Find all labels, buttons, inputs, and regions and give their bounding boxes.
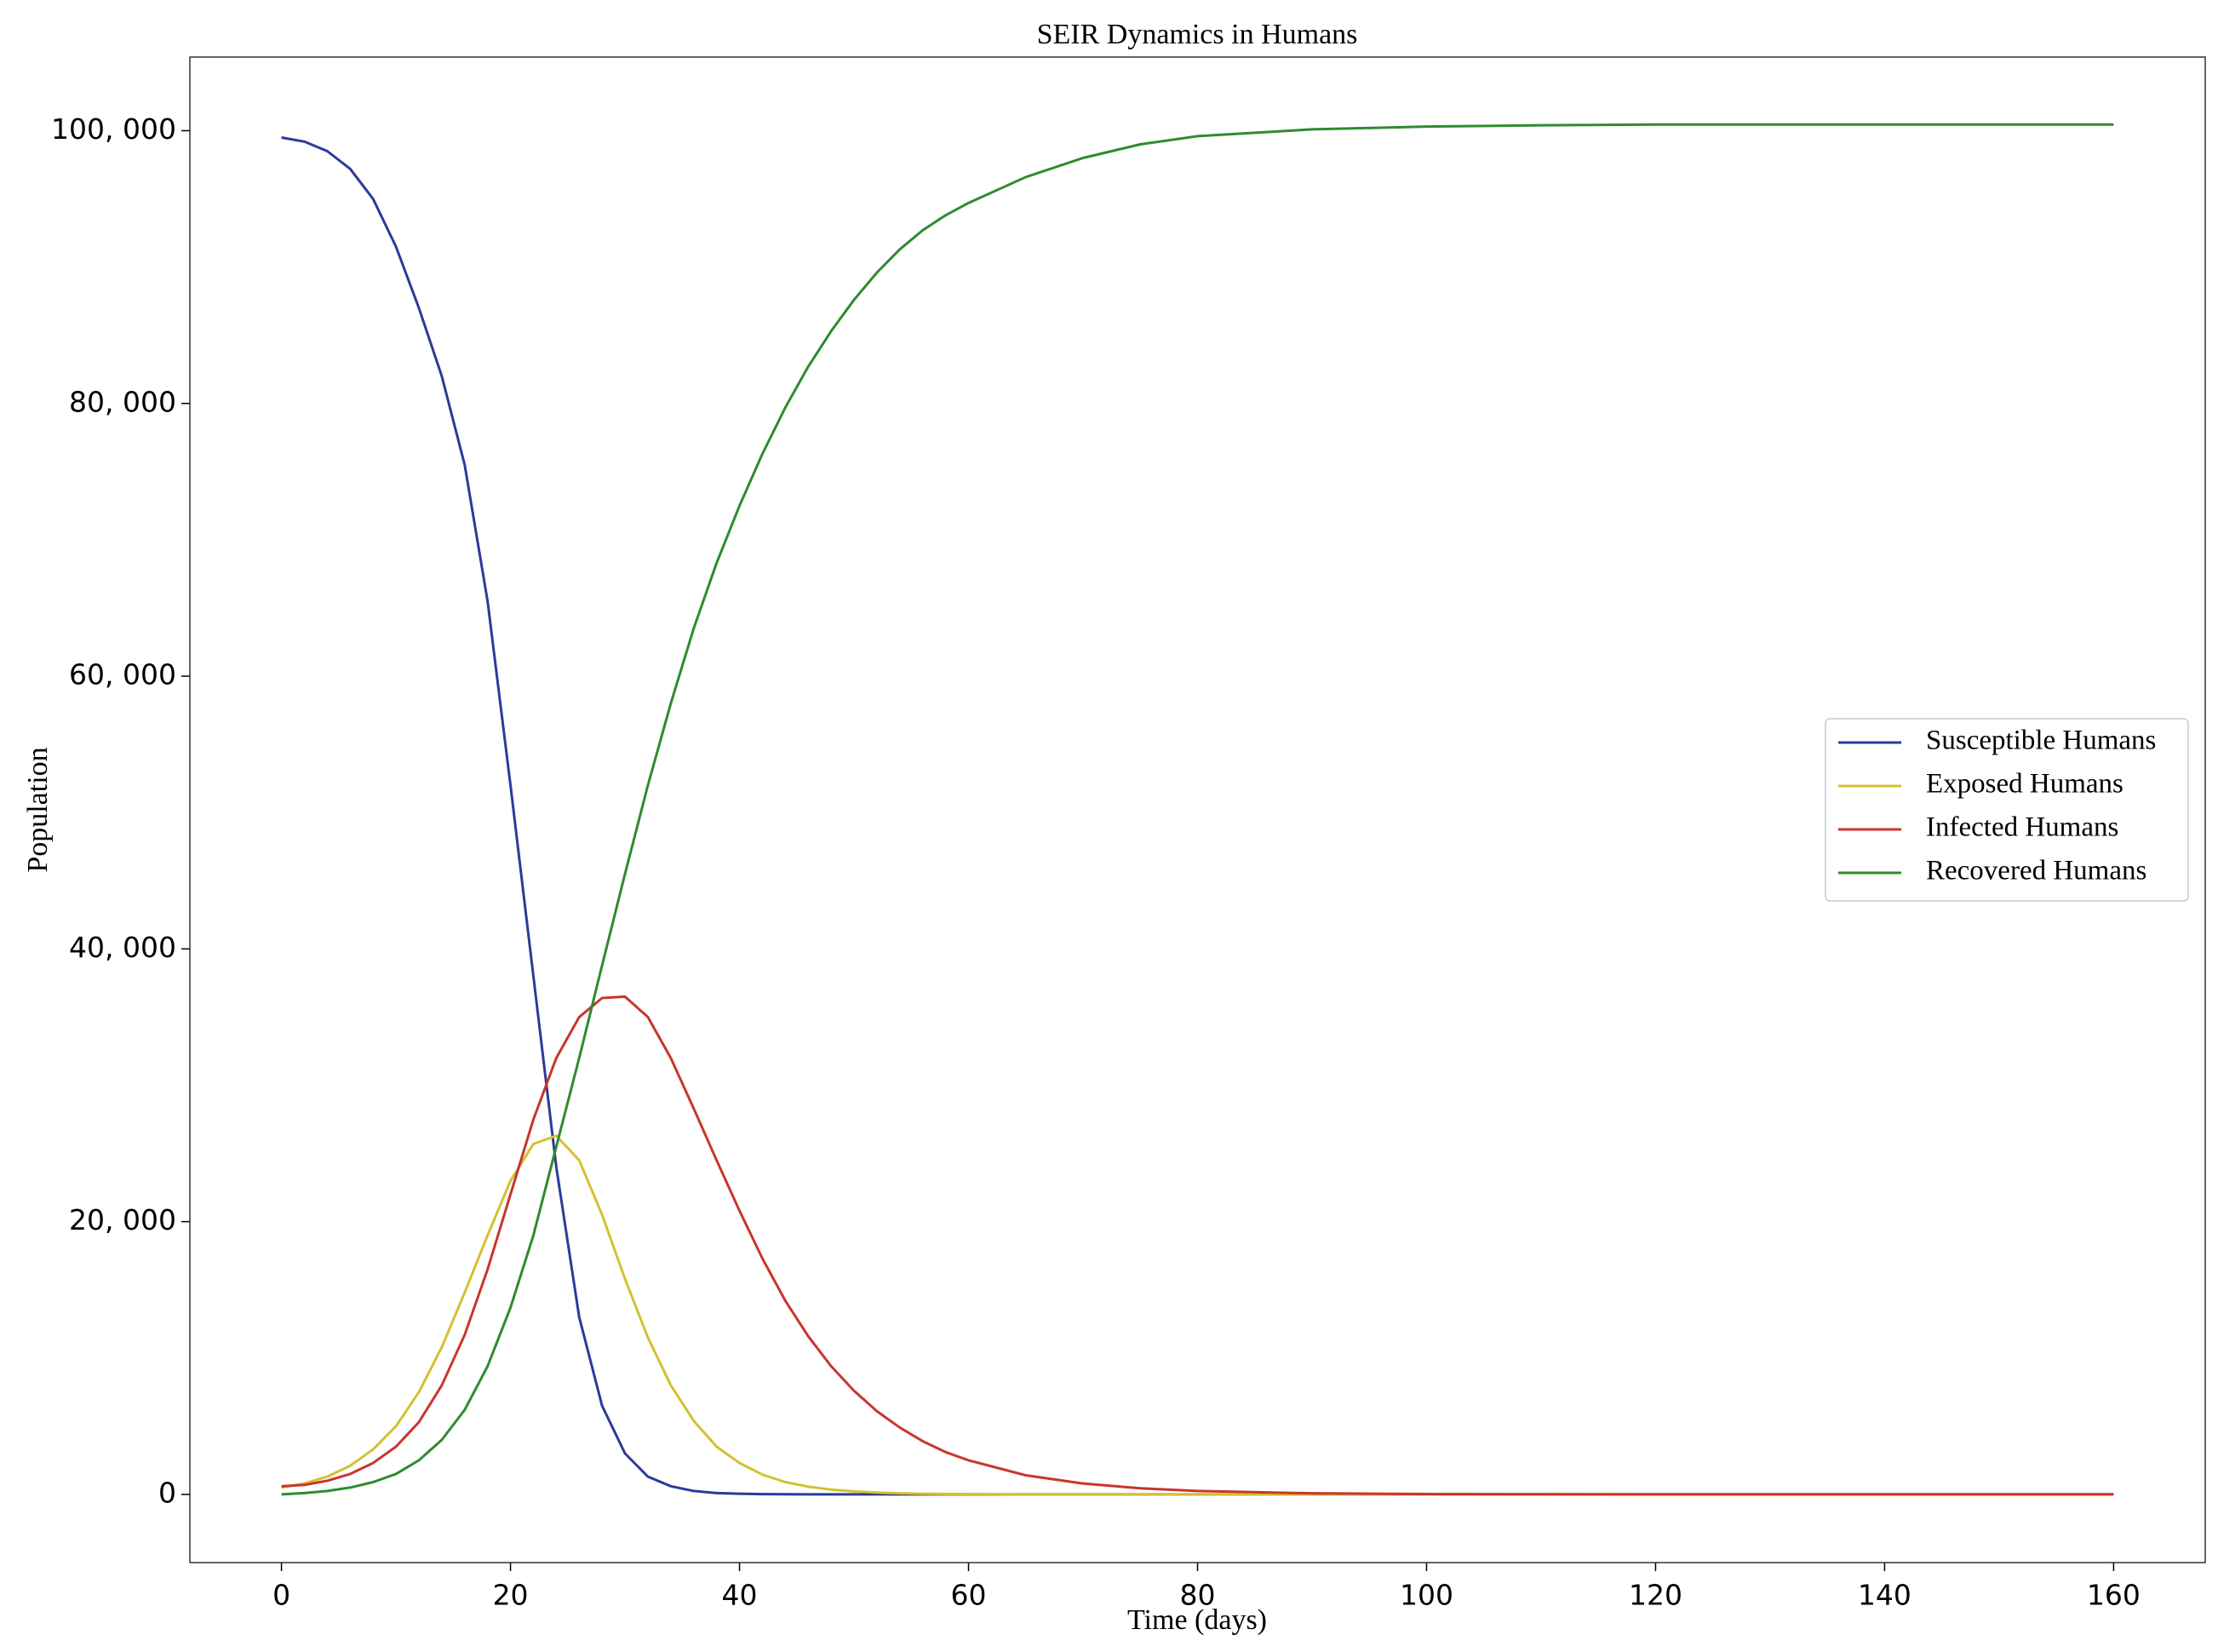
x-tick-label: 160 <box>2087 1579 2141 1612</box>
x-tick-label: 40 <box>722 1579 758 1612</box>
x-tick-label: 140 <box>1858 1579 1911 1612</box>
x-tick-label: 0 <box>272 1579 290 1612</box>
y-tick-label: 0 <box>158 1476 176 1509</box>
y-tick-label: 60, 000 <box>69 658 176 691</box>
x-axis-label: Time (days) <box>1127 1604 1267 1636</box>
x-tick-label: 80 <box>1180 1579 1216 1612</box>
series-line <box>281 123 2114 1496</box>
series-line <box>281 1134 2114 1496</box>
x-tick-label: 120 <box>1629 1579 1682 1612</box>
x-tick-label: 20 <box>493 1579 529 1612</box>
legend-label: Recovered Humans <box>1926 856 2146 886</box>
plot-frame <box>189 56 2206 1563</box>
x-tick-label: 60 <box>951 1579 987 1612</box>
chart-title: SEIR Dynamics in Humans <box>1037 19 1358 50</box>
legend-box <box>1825 718 2189 902</box>
y-tick-label: 40, 000 <box>69 931 176 964</box>
y-axis-label: Population <box>22 747 54 872</box>
series-line <box>281 995 2114 1496</box>
x-tick-label: 100 <box>1400 1579 1453 1612</box>
y-tick-label: 80, 000 <box>69 385 176 418</box>
y-tick-label: 20, 000 <box>69 1203 176 1236</box>
y-tick-label: 100, 000 <box>51 112 176 146</box>
legend-label: Susceptible Humans <box>1926 726 2156 756</box>
legend-label: Exposed Humans <box>1926 769 2123 800</box>
legend-label: Infected Humans <box>1926 812 2118 843</box>
